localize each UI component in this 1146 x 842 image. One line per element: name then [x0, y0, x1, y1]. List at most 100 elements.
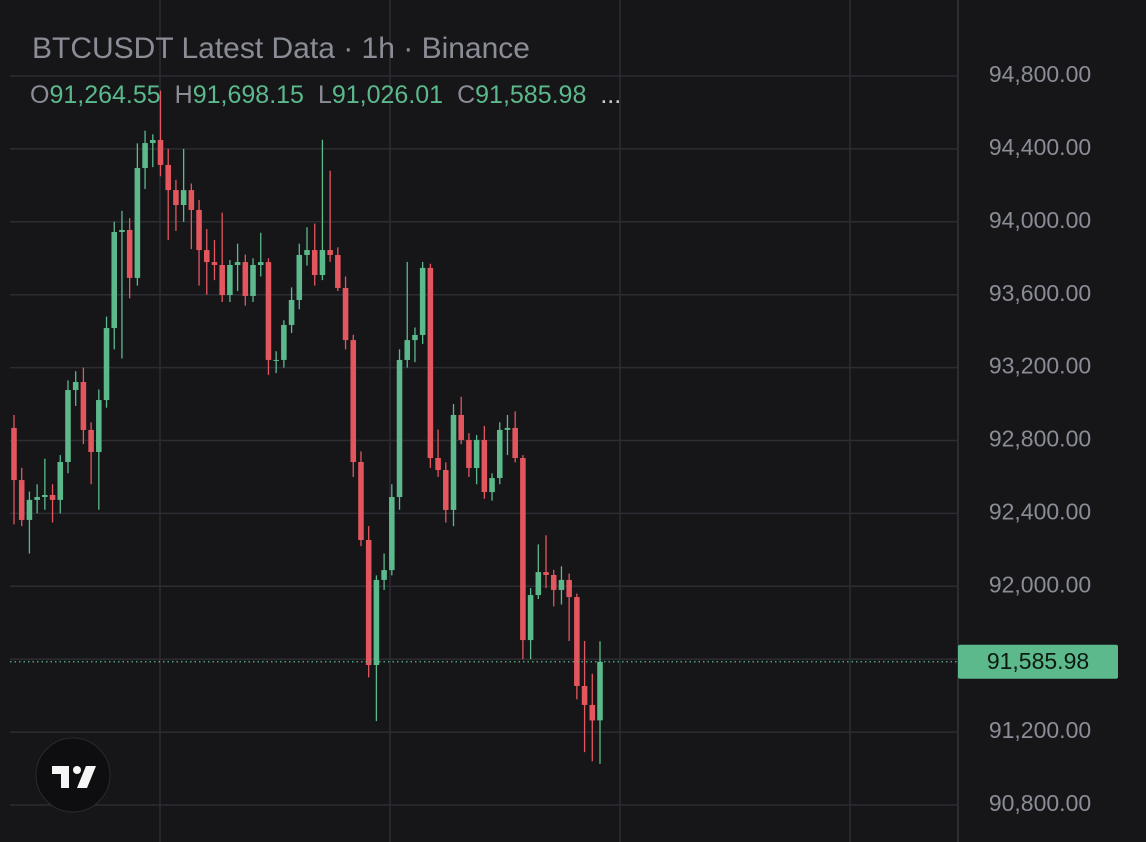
- candle-body: [65, 390, 71, 463]
- ohlc-value: 91,026.01: [332, 81, 443, 109]
- candle-body: [443, 470, 449, 510]
- y-tick-label: 92,000.00: [989, 571, 1091, 597]
- candle-body: [396, 359, 403, 497]
- y-tick-label: 94,000.00: [989, 207, 1091, 233]
- candle-body: [57, 462, 64, 500]
- candle-body: [180, 190, 187, 206]
- candle-body: [512, 427, 518, 458]
- candle-body: [581, 685, 588, 705]
- ohlc-key: C: [457, 81, 475, 109]
- candle-body: [242, 262, 249, 296]
- candle-body: [520, 457, 526, 641]
- candle-body: [319, 250, 326, 276]
- candle-body: [111, 232, 118, 329]
- candle-body: [96, 400, 102, 452]
- candle-body: [203, 250, 210, 263]
- candle-body: [458, 414, 464, 440]
- candle-body: [589, 704, 596, 721]
- candle-body: [543, 572, 549, 576]
- candle-body: [327, 250, 333, 255]
- candle-body: [419, 267, 426, 335]
- chart-title: BTCUSDT Latest Data · 1h · Binance: [32, 32, 530, 65]
- candle-body: [88, 429, 94, 452]
- y-tick-label: 92,800.00: [989, 426, 1091, 452]
- candle-body: [527, 595, 534, 641]
- candle-body: [335, 254, 341, 288]
- candle-body: [435, 457, 441, 471]
- logo-circle: [35, 737, 111, 813]
- candle-body: [574, 597, 580, 686]
- y-tick-label: 92,400.00: [989, 498, 1091, 524]
- y-tick-label: 93,200.00: [989, 353, 1091, 379]
- candle-body: [165, 164, 171, 191]
- candle-body: [18, 480, 25, 520]
- candle-body: [311, 250, 318, 276]
- candle-body: [558, 579, 565, 590]
- candle-body: [389, 496, 395, 571]
- candle-body: [26, 499, 33, 520]
- candle-body: [404, 340, 411, 360]
- candle-body: [196, 209, 202, 251]
- legend-more[interactable]: ...: [600, 81, 621, 109]
- candle-body: [288, 299, 295, 325]
- y-tick-label: 94,800.00: [989, 61, 1091, 87]
- ohlc-value: 91,698.15: [193, 81, 304, 109]
- candle-body: [535, 572, 542, 596]
- candle-body: [273, 359, 279, 361]
- candle-body: [342, 287, 349, 341]
- candle-body: [257, 262, 264, 265]
- ohlc-legend: O91,264.55 H91,698.15 L91,026.01 C91,585.98…: [30, 81, 621, 109]
- candle-body: [80, 381, 87, 430]
- candle-body: [42, 494, 48, 497]
- candle-body: [473, 439, 480, 469]
- logo-mark: [77, 766, 96, 788]
- grid: [10, 75, 958, 806]
- last-price-label: 91,585.98: [987, 648, 1089, 674]
- last-price-box: [958, 644, 1118, 679]
- candle-body: [157, 139, 164, 165]
- ohlc-key: H: [175, 81, 193, 109]
- candle-body: [427, 267, 434, 458]
- candles: [10, 90, 958, 764]
- candle-body: [173, 190, 179, 206]
- candle-body: [250, 264, 256, 296]
- ohlc-key: O: [30, 81, 49, 109]
- candle-body: [496, 429, 503, 479]
- price-axis: 90,800.0091,200.0091,600.0092,000.0092,4…: [958, 61, 1118, 816]
- candle-body: [304, 250, 310, 255]
- candle-body: [450, 414, 457, 510]
- ohlc-value: 91,264.55: [49, 81, 160, 109]
- candle-body: [103, 328, 110, 401]
- candle-body: [489, 478, 495, 493]
- candle-body: [373, 579, 380, 666]
- logo-mark: [52, 766, 69, 788]
- candle-body: [481, 439, 488, 493]
- candle-body: [365, 540, 372, 666]
- candle-body: [134, 168, 141, 278]
- candle-body: [466, 439, 472, 469]
- candle-body: [126, 230, 133, 278]
- candle-body: [281, 324, 287, 360]
- ohlc-value: 91,585.98: [475, 81, 586, 109]
- candle-body: [150, 139, 156, 144]
- candle-body: [550, 575, 557, 590]
- logo-dot: [73, 766, 81, 774]
- y-tick-label: 94,400.00: [989, 134, 1091, 160]
- candle-body: [566, 579, 572, 598]
- candle-body: [358, 462, 364, 541]
- candle-body: [119, 230, 125, 233]
- candle-body: [504, 427, 511, 430]
- candle-body: [72, 381, 79, 391]
- tradingview-logo: [35, 737, 111, 813]
- candle-body: [597, 661, 603, 721]
- candle-body: [296, 254, 303, 300]
- y-tick-label: 93,600.00: [989, 280, 1091, 306]
- candle-body: [219, 264, 225, 296]
- candle-body: [142, 143, 148, 169]
- candle-body: [34, 496, 40, 500]
- vertical-grid: [159, 0, 851, 842]
- candle-body: [188, 190, 195, 210]
- ohlc-key: L: [318, 81, 332, 109]
